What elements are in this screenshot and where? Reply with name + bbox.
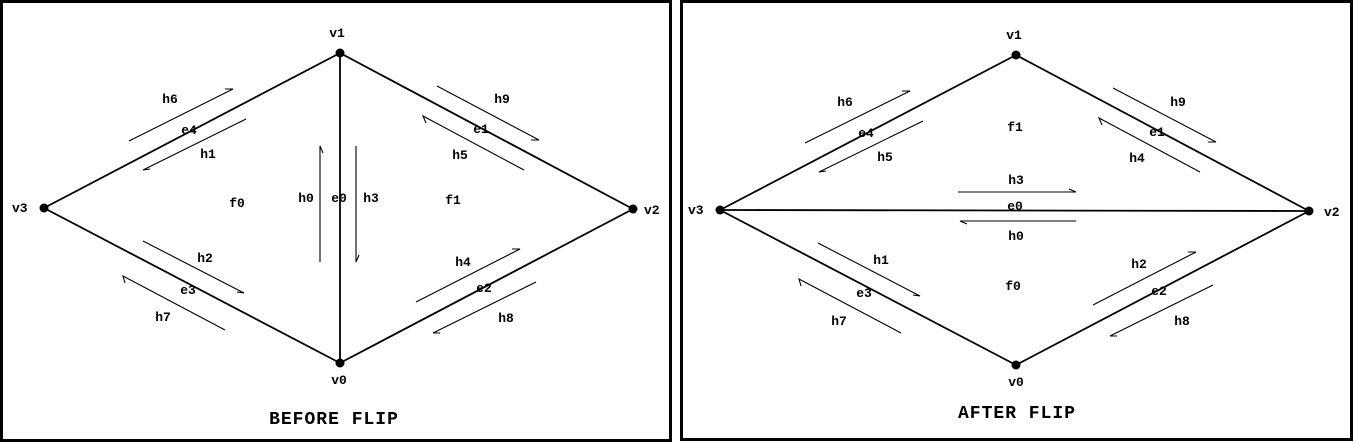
halfedge-label-h0: h0 — [298, 191, 314, 206]
edge-label-e4: e4 — [858, 126, 874, 141]
vertex-v0 — [1011, 360, 1021, 370]
edge-label-e3: e3 — [856, 286, 872, 301]
halfedge-label-h6: h6 — [837, 95, 853, 110]
vertex-v1 — [1011, 50, 1021, 60]
edge-e4 — [43, 52, 341, 209]
vertex-label-v1: v1 — [329, 26, 345, 41]
halfedge-label-h8: h8 — [498, 311, 514, 326]
halfedge-arrow-h8 — [1109, 284, 1214, 337]
halfedge-arrow-h4 — [1097, 116, 1201, 173]
edge-label-e3: e3 — [180, 283, 196, 298]
halfedge-arrow-h7 — [798, 277, 902, 334]
halfedge-arrow-h6 — [128, 88, 234, 142]
edge-label-e1: e1 — [1149, 125, 1165, 140]
vertex-label-v1: v1 — [1006, 28, 1022, 43]
edge-e3 — [719, 209, 1017, 366]
halfedge-label-h9: h9 — [1170, 95, 1186, 110]
halfedge-arrow-h7 — [122, 274, 226, 331]
after-flip-diagram: v1 v2 v0 v3 e4 e1 e0 e3 e2 h6 h5 h9 h4 h… — [680, 0, 1353, 441]
panel-title-before: BEFORE FLIP — [269, 410, 399, 430]
vertex-label-v0: v0 — [1008, 375, 1024, 390]
halfedge-arrow-h9 — [1112, 87, 1217, 143]
edge-label-e2: e2 — [476, 281, 492, 296]
edge-label-e2: e2 — [1151, 284, 1167, 299]
face-label-f1: f1 — [1007, 120, 1023, 135]
edge-e0 — [719, 209, 1310, 212]
halfedge-label-h0: h0 — [1008, 229, 1024, 244]
edge-label-e4: e4 — [181, 123, 197, 138]
halfedge-label-h4: h4 — [455, 255, 471, 270]
halfedge-arrow-h3 — [958, 188, 1077, 193]
halfedge-arrow-h0 — [319, 145, 324, 262]
vertex-v2 — [628, 204, 638, 214]
vertex-label-v2: v2 — [1324, 205, 1340, 220]
edge-e1 — [1015, 54, 1310, 212]
halfedge-label-h1: h1 — [873, 253, 889, 268]
vertex-v2 — [1304, 206, 1314, 216]
halfedge-label-h8: h8 — [1174, 314, 1190, 329]
after-flip-panel: v1 v2 v0 v3 e4 e1 e0 e3 e2 h6 h5 h9 h4 h… — [679, 0, 1354, 443]
halfedge-label-h7: h7 — [831, 314, 847, 329]
halfedge-arrow-h5 — [421, 114, 525, 171]
halfedge-label-h5: h5 — [877, 150, 893, 165]
face-label-f0: f0 — [229, 196, 245, 211]
halfedge-label-h5: h5 — [452, 148, 468, 163]
vertex-label-v2: v2 — [644, 203, 660, 218]
halfedge-label-h9: h9 — [494, 92, 510, 107]
vertex-v1 — [335, 48, 345, 58]
halfedge-arrow-h9 — [436, 85, 540, 141]
halfedge-arrow-h5 — [818, 120, 924, 173]
edge-label-e0: e0 — [1007, 199, 1023, 214]
halfedge-label-h4: h4 — [1129, 151, 1145, 166]
halfedge-arrow-h6 — [804, 90, 911, 144]
halfedge-arrow-h8 — [432, 281, 537, 334]
halfedge-arrow-h2 — [142, 240, 245, 294]
edge-e3 — [43, 207, 341, 364]
before-flip-panel: v1 v2 v0 v3 e4 e1 e3 e2 e0 h6 h1 h2 h7 h… — [0, 0, 672, 443]
edge-label-e1: e1 — [473, 122, 489, 137]
edge-label-e0: e0 — [331, 191, 347, 206]
before-frame — [0, 0, 672, 442]
vertex-label-v3: v3 — [12, 201, 28, 216]
halfedge-arrow-h4 — [415, 248, 521, 303]
halfedge-arrow-h1 — [142, 118, 247, 171]
halfedge-arrow-h3 — [355, 146, 360, 263]
edge-e1 — [339, 52, 634, 210]
halfedge-label-h1: h1 — [200, 147, 216, 162]
halfedge-arrow-h1 — [817, 242, 921, 297]
halfedge-label-h6: h6 — [162, 92, 178, 107]
edge-e2 — [339, 208, 634, 364]
halfedge-label-h3: h3 — [1008, 173, 1024, 188]
halfedge-arrow-h0 — [959, 220, 1076, 225]
edge-e4 — [719, 54, 1017, 211]
halfedge-label-h3: h3 — [363, 191, 379, 206]
edge-e2 — [1015, 210, 1310, 366]
halfedge-label-h2: h2 — [197, 251, 213, 266]
halfedge-arrow-h2 — [1092, 251, 1197, 306]
vertex-label-v0: v0 — [331, 373, 347, 388]
vertex-v0 — [335, 358, 345, 368]
face-label-f1: f1 — [445, 193, 461, 208]
vertex-label-v3: v3 — [688, 203, 704, 218]
vertex-v3 — [715, 205, 725, 215]
face-label-f0: f0 — [1005, 279, 1021, 294]
panel-title-after: AFTER FLIP — [958, 404, 1076, 424]
halfedge-label-h2: h2 — [1131, 257, 1147, 272]
vertex-v3 — [39, 203, 49, 213]
halfedge-label-h7: h7 — [155, 310, 171, 325]
before-flip-diagram: v1 v2 v0 v3 e4 e1 e3 e2 e0 h6 h1 h2 h7 h… — [0, 0, 672, 442]
